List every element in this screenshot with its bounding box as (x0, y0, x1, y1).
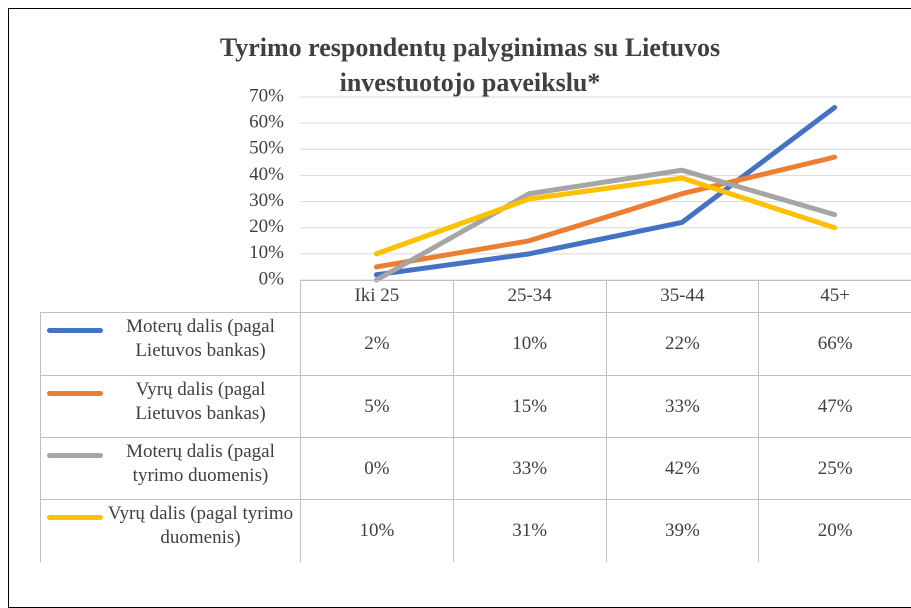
table-value: 22% (605, 312, 759, 375)
legend-entry: Moterų dalis (pagal tyrimo duomenis) (40, 437, 300, 499)
table-value: 25% (758, 437, 911, 499)
y-tick-label: 20% (249, 216, 284, 237)
table-value: 66% (758, 312, 911, 375)
legend-swatch (47, 515, 103, 520)
legend-entry: Vyrų dalis (pagal tyrimo duomenis) (40, 499, 300, 562)
table-value: 0% (300, 437, 453, 499)
y-tick-label: 60% (249, 112, 284, 133)
x-tick-label: 45+ (758, 280, 911, 312)
legend-entry: Vyrų dalis (pagal Lietuvos bankas) (40, 375, 300, 437)
table-value: 10% (300, 499, 453, 562)
legend-entry: Moterų dalis (pagal Lietuvos bankas) (40, 312, 300, 375)
chart-title: Tyrimo respondentų palyginimas su Lietuv… (219, 33, 721, 97)
y-tick-label: 40% (249, 164, 284, 185)
legend-label: Moterų dalis (pagal Lietuvos bankas) (126, 316, 275, 361)
y-tick-label: 10% (249, 242, 284, 263)
x-tick-label: 35-44 (605, 280, 759, 312)
y-tick-label: 70% (249, 85, 284, 106)
y-tick-label: 50% (249, 138, 284, 159)
chart: 0% 10% 20% 30% 40% 50% 60% 70% (249, 85, 911, 289)
page: Tyrimo respondentų palyginimas su Lietuv… (8, 8, 911, 608)
legend-label: Moterų dalis (pagal tyrimo duomenis) (126, 441, 275, 486)
y-tick-label: 0% (259, 268, 285, 289)
series-line (373, 175, 838, 257)
table-value: 39% (605, 499, 759, 562)
legend-swatch (47, 391, 103, 396)
table-value: 33% (605, 375, 759, 437)
table-value: 33% (452, 437, 606, 499)
series-line (373, 167, 838, 283)
legend-label: Vyrų dalis (pagal Lietuvos bankas) (135, 379, 266, 424)
table-value: 20% (758, 499, 911, 562)
table-value: 15% (452, 375, 606, 437)
legend-label: Vyrų dalis (pagal tyrimo duomenis) (107, 503, 294, 548)
series-line (373, 154, 838, 270)
series-line (373, 104, 838, 278)
legend-swatch (47, 453, 103, 458)
table-value: 10% (452, 312, 606, 375)
table-value: 42% (605, 437, 759, 499)
table-value: 47% (758, 375, 911, 437)
x-tick-label: Iki 25 (300, 280, 453, 312)
legend-swatch (47, 328, 103, 333)
y-tick-label: 30% (249, 190, 284, 211)
x-tick-label: 25-34 (452, 280, 606, 312)
table-value: 2% (300, 312, 453, 375)
table-value: 31% (452, 499, 606, 562)
table-value: 5% (300, 375, 453, 437)
